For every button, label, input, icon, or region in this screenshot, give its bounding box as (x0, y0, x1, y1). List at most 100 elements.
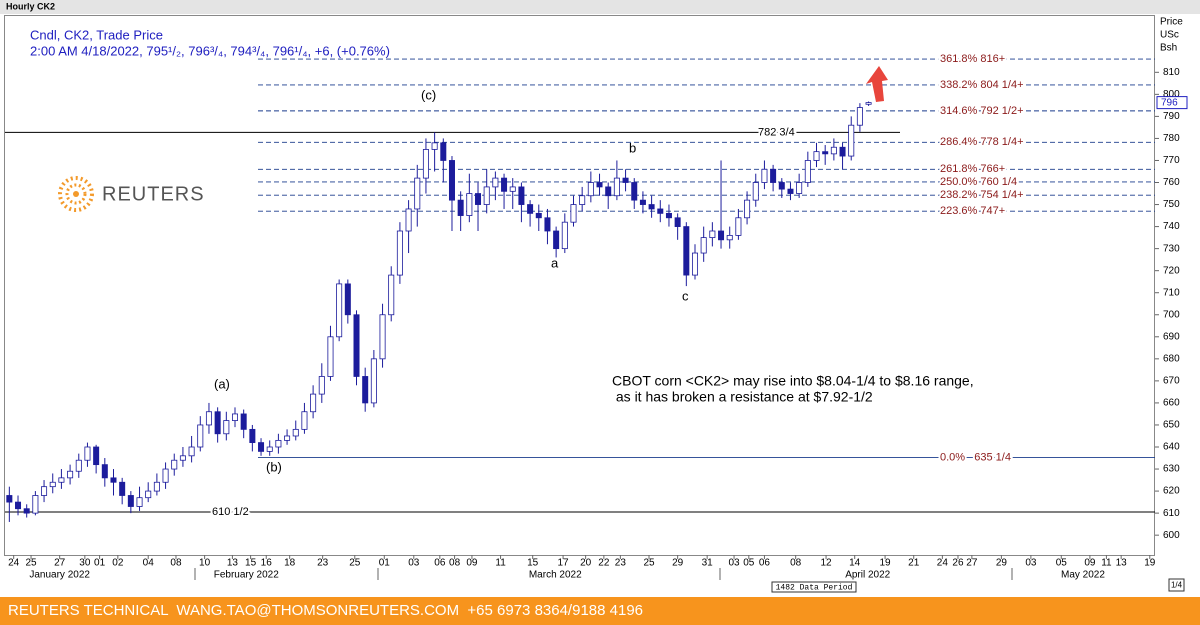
candle-body (145, 490, 152, 499)
y-tick-label: 740 (1163, 221, 1180, 232)
x-tick-label: 08 (790, 558, 802, 569)
candle-body (596, 182, 603, 188)
candle-body (440, 142, 447, 161)
y-axis-label: Bsh (1160, 43, 1177, 54)
background (0, 0, 1200, 597)
candle-body (240, 413, 247, 430)
candle-body (153, 481, 160, 492)
x-tick-label: 05 (1056, 558, 1068, 569)
level-label: 361.8% 816+ (940, 53, 1005, 65)
x-tick-label: 01 (379, 558, 391, 569)
candle-body (501, 177, 508, 192)
x-tick-label: 13 (227, 558, 239, 569)
candle-body (457, 199, 464, 216)
candle-body (188, 446, 195, 457)
candle-body (93, 446, 100, 466)
candle-body (249, 428, 256, 443)
data-period: 1482 Data Period (776, 584, 853, 593)
y-tick-label: 640 (1163, 442, 1180, 453)
candle-body (431, 142, 438, 150)
scale-label: 1/4 (1171, 581, 1183, 590)
x-tick-label: 05 (743, 558, 755, 569)
y-axis-label: Price (1160, 17, 1183, 28)
x-month-label: April 2022 (845, 570, 890, 581)
candle-body (770, 168, 777, 183)
candle-body (58, 477, 65, 483)
candle-body (856, 107, 863, 126)
candle-body (32, 495, 39, 514)
candle-body (318, 376, 325, 395)
candle-body (691, 252, 699, 276)
candle-body (67, 470, 74, 479)
candle-body (822, 151, 829, 155)
candle-body (466, 193, 473, 216)
y-tick-label: 600 (1163, 530, 1180, 541)
y-tick-label: 670 (1163, 376, 1180, 387)
candle-body (127, 495, 134, 507)
candle-body (396, 230, 403, 276)
candle-body (370, 358, 377, 404)
candle-body (631, 182, 638, 201)
level-label: 286.4% 778 1/4+ (940, 136, 1024, 148)
candle-body (787, 188, 794, 194)
x-month-label: March 2022 (529, 570, 582, 581)
candle-body (718, 230, 725, 241)
x-tick-label: 15 (527, 558, 539, 569)
y-tick-label: 650 (1163, 420, 1180, 431)
candle-body (553, 230, 560, 250)
x-tick-label: 23 (615, 558, 627, 569)
candle-body (171, 459, 178, 470)
y-tick-label: 620 (1163, 486, 1180, 497)
level-label: 0.0% 635 1/4 (940, 451, 1011, 463)
x-tick-label: 11 (1101, 558, 1112, 569)
candle-body (231, 413, 239, 421)
wave-label: b (629, 140, 636, 155)
candle-body (336, 283, 343, 338)
annotation: as it has broken a resistance at $7.92-1… (612, 389, 873, 405)
footer-bar (0, 597, 1200, 625)
scale-box (1168, 578, 1185, 592)
candle-body (353, 314, 360, 377)
x-tick-label: 10 (199, 558, 211, 569)
legend-line: Cndl, CK2, Trade Price (30, 27, 163, 42)
reference-label: 610 1/2 (212, 506, 249, 518)
x-tick-label: 09 (466, 558, 478, 569)
wave-label: (b) (266, 459, 282, 474)
x-tick-label: 03 (408, 558, 420, 569)
candle-body (518, 186, 525, 205)
candle-body (613, 177, 620, 197)
candle-body (110, 477, 117, 483)
candle-body (292, 428, 299, 437)
candle-body (448, 160, 455, 201)
x-tick-label: 15 (245, 558, 257, 569)
reference-label: 782 3/4 (758, 126, 795, 138)
candle-body (483, 186, 490, 205)
level-label: 338.2% 804 1/4+ (940, 79, 1024, 91)
candle-body (197, 424, 204, 448)
candle-body (761, 168, 768, 183)
x-tick-label: 17 (558, 558, 570, 569)
chart-title: Hourly CK2 (6, 1, 55, 11)
wave-label: (c) (421, 87, 436, 102)
candle-body (49, 481, 56, 488)
candle-body (475, 193, 482, 205)
candle-body (41, 486, 48, 496)
candle-body (796, 182, 803, 194)
x-tick-label: 08 (449, 558, 461, 569)
level-label: 250.0% 760 1/4 (940, 176, 1017, 188)
data-period-box (771, 581, 857, 593)
candle-body (205, 411, 212, 426)
candle-body (119, 481, 126, 496)
x-tick-label: 14 (849, 558, 861, 569)
candle-body (388, 274, 395, 316)
candle-body (75, 459, 82, 472)
candle-body (848, 124, 855, 157)
candle-body (23, 508, 30, 514)
candle-body (830, 146, 837, 155)
candle-body (605, 186, 612, 197)
x-tick-label: 29 (672, 558, 684, 569)
candle-body (561, 221, 568, 250)
wave-label: c (682, 288, 689, 303)
x-tick-label: 06 (434, 558, 446, 569)
title-bar (0, 0, 1200, 14)
